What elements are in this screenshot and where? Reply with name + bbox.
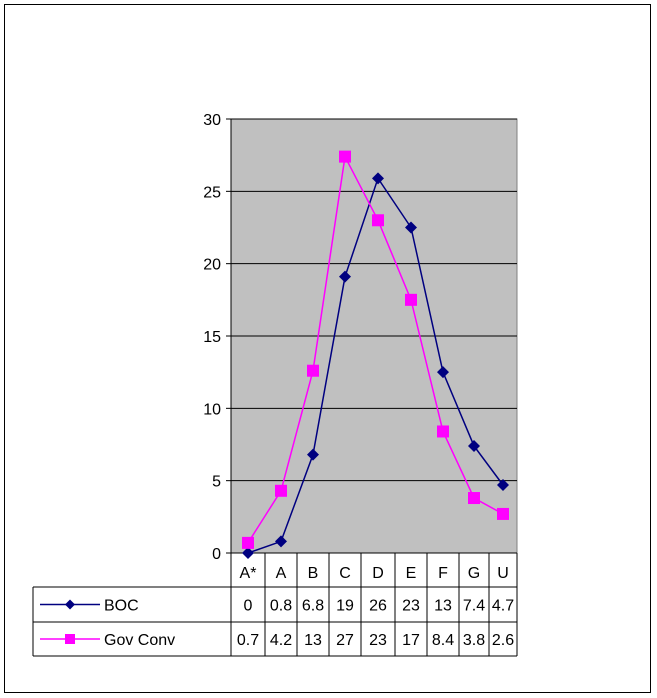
x-tick-label: A xyxy=(276,565,287,582)
data-point-square xyxy=(307,364,319,377)
data-table-cell: 2.6 xyxy=(492,632,514,649)
data-point-diamond xyxy=(275,535,287,548)
data-table-cell: 13 xyxy=(304,632,322,649)
data-table-cell: 0.7 xyxy=(237,632,259,649)
y-tick-label: 5 xyxy=(212,474,221,491)
y-tick-label: 25 xyxy=(203,184,221,201)
data-table-cell: 23 xyxy=(369,632,387,649)
x-tick-label: G xyxy=(468,565,480,582)
y-tick-label: 30 xyxy=(203,112,221,129)
y-tick-label: 10 xyxy=(203,401,221,418)
data-point-square xyxy=(275,484,287,497)
legend-label: Gov Conv xyxy=(104,632,175,649)
x-tick-label: C xyxy=(339,565,351,582)
data-point-diamond xyxy=(307,448,319,461)
data-table-cell: 8.4 xyxy=(432,632,454,649)
y-tick-label: 0 xyxy=(212,546,221,563)
data-point-square xyxy=(437,425,449,438)
data-point-diamond xyxy=(405,221,417,234)
data-point-diamond xyxy=(372,172,384,185)
data-table-cell: 19 xyxy=(336,598,354,615)
series-lines xyxy=(242,150,509,559)
data-point-square xyxy=(372,214,384,227)
data-point-square xyxy=(339,150,351,163)
data-point-diamond xyxy=(437,366,449,379)
data-point-diamond xyxy=(242,547,254,559)
data-point-square xyxy=(497,507,509,520)
y-tick-label: 15 xyxy=(203,329,221,346)
legend-label: BOC xyxy=(104,598,139,615)
data-point-diamond xyxy=(497,479,509,492)
legend-marker-diamond xyxy=(65,599,75,610)
data-table-cell: 27 xyxy=(336,632,354,649)
data-table-cell: 0 xyxy=(244,598,253,615)
y-tick-label: 20 xyxy=(203,257,221,274)
data-table: A* A B C D E F G U BOC 0 0.8 6.8 19 26 23 13 7.4 4.7 Gov Co… xyxy=(32,552,518,657)
data-table-cell: 7.4 xyxy=(463,598,485,615)
y-axis: 0 5 10 15 20 25 30 xyxy=(203,112,232,563)
x-tick-label: B xyxy=(308,565,319,582)
data-table-cell: 26 xyxy=(369,598,387,615)
data-table-cell: 0.8 xyxy=(270,598,292,615)
data-table-cell: 4.2 xyxy=(270,632,292,649)
data-table-cell: 23 xyxy=(402,598,420,615)
data-table-cell: 4.7 xyxy=(492,598,514,615)
data-point-diamond xyxy=(468,439,480,452)
x-tick-label: F xyxy=(438,565,448,582)
data-table-cell: 17 xyxy=(402,632,420,649)
x-tick-label: A* xyxy=(240,565,257,582)
data-point-square xyxy=(468,492,480,505)
data-point-diamond xyxy=(339,270,351,283)
legend-marker-square xyxy=(65,634,75,644)
data-point-square xyxy=(405,293,417,306)
data-table-cell: 13 xyxy=(434,598,452,615)
x-tick-label: D xyxy=(372,565,384,582)
x-tick-label: E xyxy=(406,565,417,582)
data-table-cell: 3.8 xyxy=(463,632,485,649)
data-point-square xyxy=(242,536,254,549)
x-tick-label: U xyxy=(497,565,509,582)
data-table-cell: 6.8 xyxy=(302,598,324,615)
